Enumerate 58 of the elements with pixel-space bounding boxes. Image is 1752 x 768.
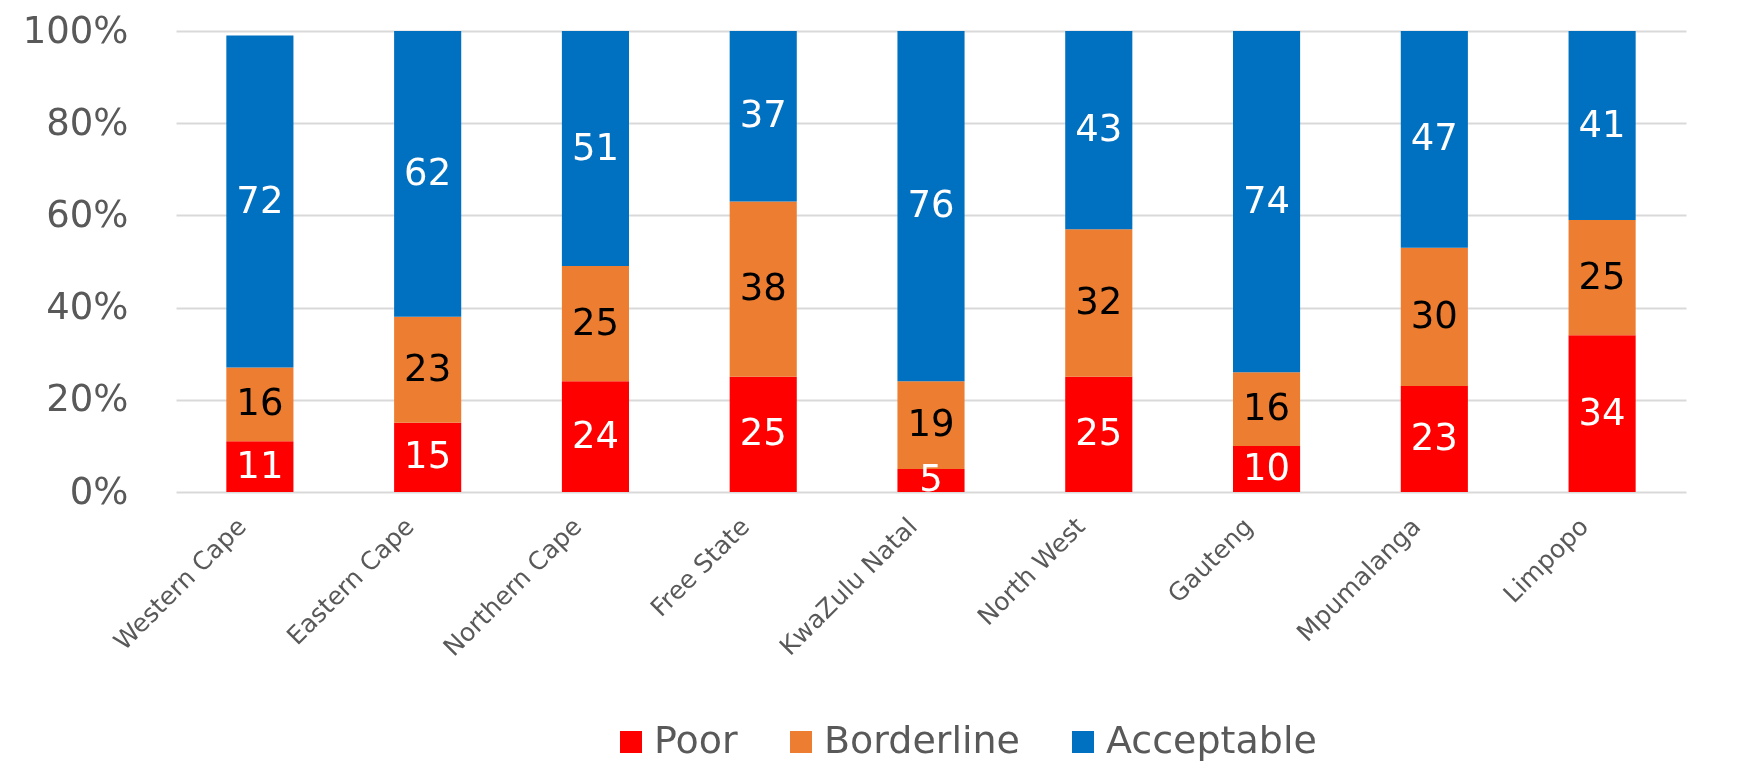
data-label: 15 (404, 434, 452, 478)
bar (1065, 376, 1133, 492)
data-label: 62 (404, 150, 452, 194)
data-label: 72 (236, 178, 284, 222)
data-label: 19 (907, 402, 955, 446)
bar (1400, 247, 1468, 386)
legend-label: Borderline (824, 718, 1020, 762)
bar (1400, 385, 1468, 492)
data-label: 38 (739, 266, 787, 310)
data-label: 41 (1578, 102, 1626, 146)
bar (561, 31, 629, 267)
data-label: 43 (1075, 107, 1123, 151)
y-tick-label: 100% (22, 8, 129, 52)
bar (1233, 372, 1301, 446)
data-label: 5 (919, 457, 943, 501)
data-label: 30 (1410, 293, 1458, 337)
data-label: 23 (404, 346, 452, 390)
y-tick-label: 20% (46, 377, 129, 421)
data-label: 10 (1243, 445, 1291, 489)
data-label: 11 (236, 443, 284, 487)
y-tick-label: 0% (69, 469, 129, 513)
bar (1568, 31, 1636, 221)
bar (1568, 335, 1636, 492)
data-label: 25 (739, 411, 787, 455)
y-tick-label: 80% (46, 100, 129, 144)
bar (226, 35, 294, 368)
data-label: 16 (236, 381, 284, 425)
data-label: 24 (571, 413, 619, 457)
data-label: 25 (1075, 411, 1123, 455)
bar (729, 201, 797, 377)
data-label: 32 (1075, 279, 1123, 323)
data-label: 16 (1243, 386, 1291, 430)
legend-label: Acceptable (1106, 718, 1317, 762)
bar (394, 316, 462, 423)
bar (1568, 220, 1636, 336)
bar (1065, 229, 1133, 377)
bar (1065, 31, 1133, 230)
y-tick-label: 40% (46, 285, 129, 329)
legend-label: Poor (654, 718, 739, 762)
data-label: 51 (571, 125, 619, 169)
bar (729, 376, 797, 492)
bar (394, 31, 462, 317)
data-label: 47 (1410, 116, 1458, 160)
bar (1400, 31, 1468, 248)
data-label: 76 (907, 183, 955, 227)
data-label: 37 (739, 93, 787, 137)
bar (729, 31, 797, 202)
bar (394, 422, 462, 492)
bar (1233, 31, 1301, 373)
data-label: 74 (1243, 178, 1291, 222)
bar (897, 31, 965, 382)
data-label: 34 (1578, 390, 1626, 434)
data-label: 25 (571, 300, 619, 344)
y-tick-label: 60% (46, 192, 129, 236)
data-label: 25 (1578, 254, 1626, 298)
data-label: 23 (1410, 415, 1458, 459)
bar (561, 381, 629, 492)
bar (561, 266, 629, 382)
